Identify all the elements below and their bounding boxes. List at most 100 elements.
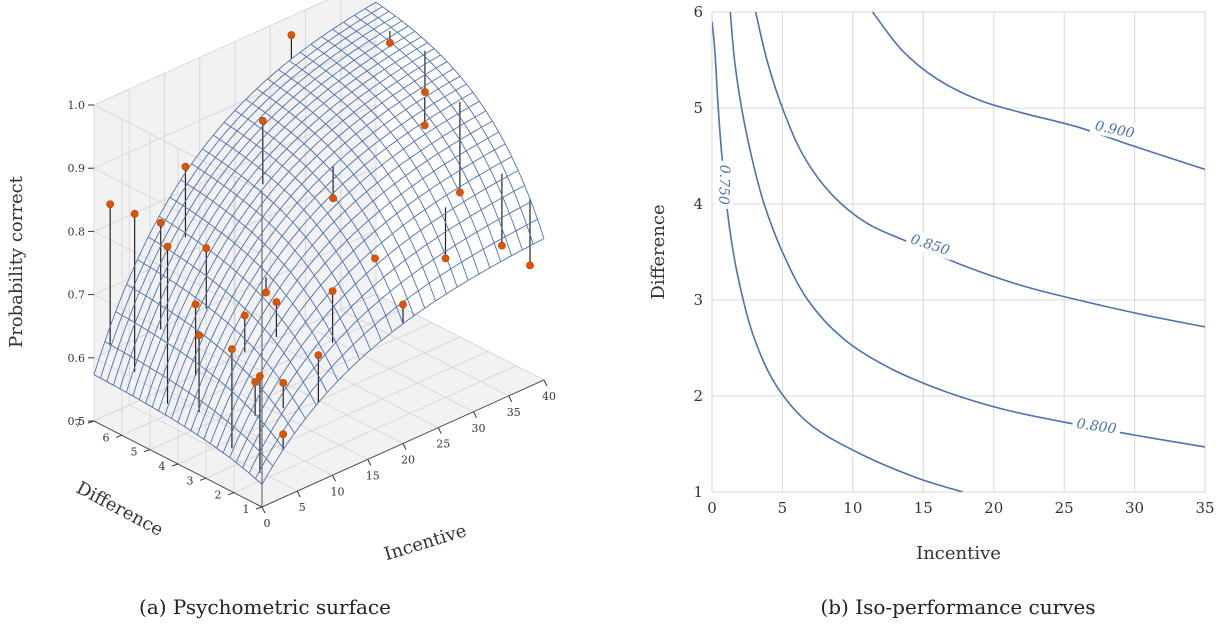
y-tick-mark (255, 506, 263, 510)
data-point (156, 218, 165, 227)
data-point (287, 31, 296, 39)
y-tick-label: 1 (693, 483, 703, 501)
data-point (258, 116, 267, 125)
contour-label-group: 0.800 (1071, 413, 1122, 439)
data-point (191, 300, 200, 309)
data-point (256, 372, 264, 381)
z-tick-label: 0.8 (68, 225, 86, 238)
x-tick-label: 0 (707, 499, 717, 517)
surface-line-y (196, 100, 480, 436)
x-axis-label: Incentive (916, 543, 1001, 564)
contour-label-backing (904, 228, 956, 261)
x-tick-label: 5 (299, 501, 306, 514)
z-tick-label: 1.0 (68, 99, 86, 112)
surface-line-y (145, 42, 428, 404)
x-axis-label: Incentive (382, 520, 469, 565)
data-point (526, 261, 534, 270)
y-tick-label: 5 (131, 446, 138, 459)
x-tick-label: 15 (366, 469, 380, 482)
surface-line-y (261, 238, 545, 485)
data-point (279, 430, 288, 439)
surface-line-y (125, 25, 409, 393)
x-tick-mark (296, 490, 301, 498)
data-point (328, 287, 337, 295)
x-tick-mark (332, 475, 336, 482)
x-tick-label: 25 (1055, 499, 1074, 517)
x-tick-mark (473, 411, 477, 418)
contour-label-group: 0.750 (714, 160, 735, 210)
y-tick-mark (115, 434, 123, 438)
data-point (163, 242, 172, 251)
surface-line-y (184, 83, 467, 427)
psychometric-surface-chart: 0 5 10 15 20 25 30 35 40 1 2 3 4 5 6 70.5 0.6 0.7 0.8 0.9 1.… (6, 0, 556, 565)
data-point (202, 244, 211, 253)
surface-line-y (106, 10, 390, 382)
x-tick-mark (261, 506, 266, 514)
z-tick-label: 0.6 (68, 352, 86, 365)
y-axis-label: Difference (73, 478, 167, 541)
y-tick-label: 3 (187, 474, 194, 487)
contour-line (871, 12, 1205, 171)
x-tick-label: 20 (401, 454, 415, 467)
data-point (455, 188, 464, 197)
y-tick-mark (227, 492, 235, 496)
z-axis-label: Probability correct (6, 175, 27, 348)
data-point (279, 378, 288, 387)
caption-right: (b) Iso-performance curves (820, 595, 1095, 619)
y-tick-mark (143, 449, 151, 453)
x-tick-mark (508, 395, 513, 403)
data-point (314, 351, 323, 360)
z-tick-label: 0.5 (68, 415, 86, 428)
gridlines (711, 11, 1206, 493)
surface-line-y (138, 36, 422, 400)
caption-left: (a) Psychometric surface (139, 595, 391, 619)
surface-line-y (235, 170, 519, 463)
surface-line-y (229, 156, 512, 458)
surface-line-y (222, 143, 506, 453)
z-tick-label: 0.9 (68, 162, 86, 175)
y-tick-label: 4 (159, 460, 166, 473)
surface-line-y (177, 75, 461, 423)
data-point (371, 254, 379, 263)
surface-line-y (132, 31, 416, 397)
surface-line-y (248, 201, 532, 474)
y-tick-label: 5 (693, 99, 703, 117)
y-tick-label: 1 (243, 503, 250, 516)
data-point (181, 162, 190, 171)
surface-line-y (203, 110, 487, 440)
data-point (329, 194, 337, 203)
contour-label-backing (1089, 115, 1141, 143)
surface-line-y (151, 48, 435, 408)
x-tick-label: 0 (264, 517, 271, 530)
data-point (262, 288, 270, 297)
surface-line-y (216, 131, 500, 449)
x-tick-label: 25 (436, 438, 450, 451)
data-point (420, 121, 429, 130)
y-tick-label: 3 (693, 291, 703, 309)
surface-line-y (158, 54, 441, 412)
data-point (272, 298, 281, 306)
x-tick-label: 10 (331, 485, 345, 498)
x-tick-mark (367, 459, 372, 466)
data-point (228, 345, 236, 354)
x-tick-label: 35 (1195, 499, 1214, 517)
x-tick-label: 30 (472, 422, 486, 435)
surface-line-y (209, 120, 493, 444)
data-point (385, 39, 394, 47)
contour-line (712, 21, 963, 492)
contour-line (754, 12, 1205, 328)
y-tick-label: 2 (215, 489, 222, 502)
surface-line-y (112, 15, 396, 386)
plot-frame (711, 11, 1206, 493)
x-tick-label: 35 (507, 406, 521, 419)
surface-line-y (255, 218, 538, 479)
x-tick-label: 20 (984, 499, 1003, 517)
y-axis-label: Difference (648, 204, 669, 299)
data-point (421, 88, 429, 96)
y-tick-label: 2 (693, 387, 703, 405)
data-point (441, 254, 450, 263)
surface-wireframe (93, 1, 545, 485)
surface-line-y (100, 6, 383, 379)
surface-line-y (242, 185, 525, 468)
data-point (130, 209, 139, 218)
